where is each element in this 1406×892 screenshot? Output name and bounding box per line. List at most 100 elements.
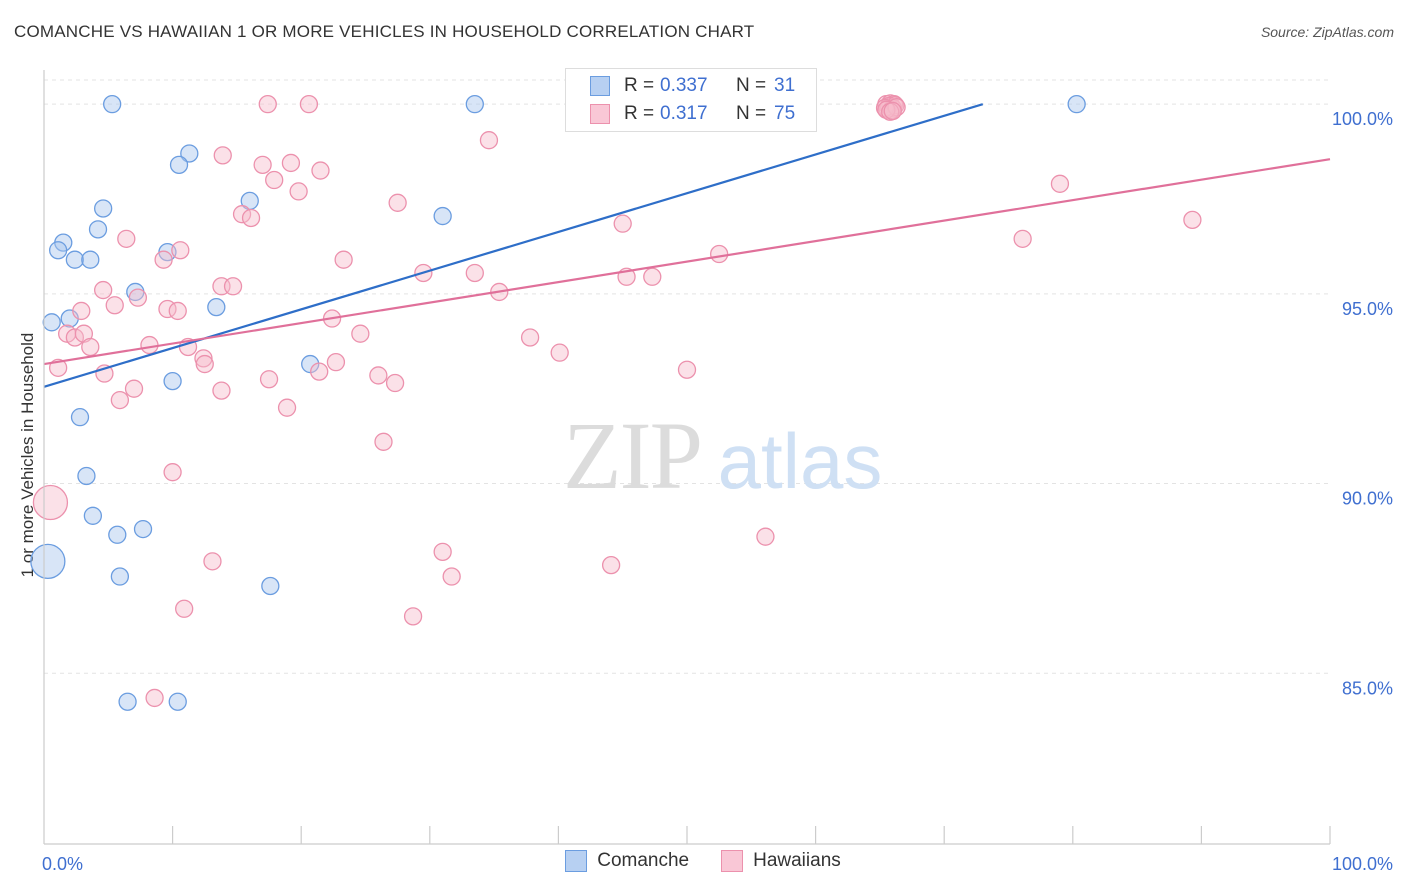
hawaiians-swatch [590, 104, 610, 124]
point-hawaiians [601, 555, 621, 575]
point-hawaiians [140, 335, 159, 355]
stats-row-hawaiians: R = 0.317 N = 75 [590, 102, 795, 126]
point-comanche [180, 144, 199, 163]
point-hawaiians [550, 343, 569, 362]
point-comanche [48, 241, 68, 260]
point-hawaiians [232, 205, 252, 224]
point-hawaiians [171, 241, 190, 260]
point-hawaiians [351, 324, 370, 343]
hawaiians-n-value: 75 [774, 103, 796, 124]
point-hawaiians [756, 527, 775, 546]
point-hawaiians [369, 366, 388, 385]
point-hawaiians [259, 370, 279, 389]
point-comanche [108, 525, 127, 544]
point-comanche [465, 94, 484, 114]
y-tick-label: 85.0% [1342, 678, 1393, 698]
point-hawaiians [643, 267, 662, 286]
trend-lines [43, 103, 1331, 388]
point-hawaiians [203, 552, 222, 571]
legend-swatch-hawaiians [721, 850, 744, 872]
point-comanche [70, 408, 90, 427]
watermark-atlas: atlas [718, 417, 883, 505]
point-hawaiians [1050, 174, 1070, 193]
point-comanche [65, 250, 85, 269]
axes [43, 70, 1331, 845]
chart-title: COMANCHE VS HAWAIIAN 1 OR MORE VEHICLES … [14, 22, 755, 41]
point-hawaiians [374, 432, 393, 451]
point-hawaiians [253, 155, 272, 175]
n-label: N = [736, 75, 767, 96]
point-hawaiians [479, 131, 499, 150]
point-hawaiians [299, 94, 319, 114]
point-comanche [163, 371, 182, 391]
comanche-r-value: 0.337 [660, 75, 708, 96]
point-hawaiians [1013, 229, 1032, 248]
legend-item-comanche[interactable]: Comanche [565, 850, 689, 872]
point-hawaiians [310, 362, 329, 381]
point-hawaiians [194, 349, 213, 368]
point-hawaiians [163, 463, 182, 482]
comanche-swatch [590, 76, 610, 96]
point-hawaiians [385, 373, 405, 393]
point-comanche [42, 313, 61, 332]
point-hawaiians [442, 567, 461, 586]
legend-label-comanche: Comanche [597, 850, 690, 871]
point-hawaiians [883, 101, 902, 121]
point-hawaiians [48, 358, 68, 377]
point-hawaiians [145, 688, 164, 708]
x-tick-label: 100.0% [1332, 854, 1393, 874]
watermark-zip: ZIP [563, 402, 701, 509]
point-hawaiians [311, 161, 330, 180]
point-comanche [30, 543, 66, 579]
legend-label-hawaiians: Hawaiians [753, 850, 841, 871]
stats-row-comanche: R = 0.337 N = 31 [590, 74, 795, 98]
point-hawaiians [710, 244, 729, 264]
point-hawaiians [388, 193, 407, 212]
point-comanche [118, 692, 137, 711]
series-legend: Comanche Hawaiians [0, 850, 1406, 872]
point-comanche [83, 506, 103, 525]
point-hawaiians [277, 398, 297, 417]
point-comanche [169, 155, 189, 175]
legend-item-hawaiians[interactable]: Hawaiians [721, 850, 841, 872]
point-hawaiians [520, 328, 540, 347]
trend-line-hawaiians [43, 158, 1331, 366]
point-hawaiians [110, 390, 130, 410]
hawaiians-r-value: 0.317 [660, 103, 708, 124]
point-hawaiians [105, 296, 124, 315]
point-hawaiians [403, 607, 423, 626]
point-comanche [1067, 94, 1086, 114]
point-hawaiians [289, 182, 308, 201]
y-tick-label: 100.0% [1332, 109, 1393, 129]
point-hawaiians [326, 352, 346, 372]
point-hawaiians [81, 337, 100, 357]
point-hawaiians [213, 146, 232, 165]
point-hawaiians [433, 542, 452, 562]
point-comanche [88, 220, 108, 239]
point-hawaiians [168, 301, 187, 321]
point-comanche [81, 250, 100, 269]
point-hawaiians [465, 263, 484, 283]
point-hawaiians [258, 94, 277, 114]
point-comanche [94, 199, 113, 218]
r-label: R = [624, 75, 655, 96]
legend-swatch-comanche [565, 850, 588, 872]
point-hawaiians [195, 354, 214, 374]
y-tick-label: 90.0% [1342, 489, 1393, 509]
point-hawaiians [281, 153, 301, 173]
n-label: N = [736, 103, 767, 124]
point-comanche [103, 94, 122, 114]
point-hawaiians [65, 328, 85, 347]
point-comanche [110, 567, 130, 586]
watermark: ZIP atlas [563, 402, 882, 509]
point-hawaiians [32, 484, 69, 521]
point-comanche [261, 576, 280, 596]
point-hawaiians [212, 381, 231, 400]
point-hawaiians [223, 277, 243, 296]
point-hawaiians [94, 280, 113, 300]
point-hawaiians [1183, 210, 1202, 230]
point-hawaiians [117, 229, 136, 248]
y-tick-label: 95.0% [1342, 299, 1393, 319]
point-hawaiians [677, 360, 697, 379]
